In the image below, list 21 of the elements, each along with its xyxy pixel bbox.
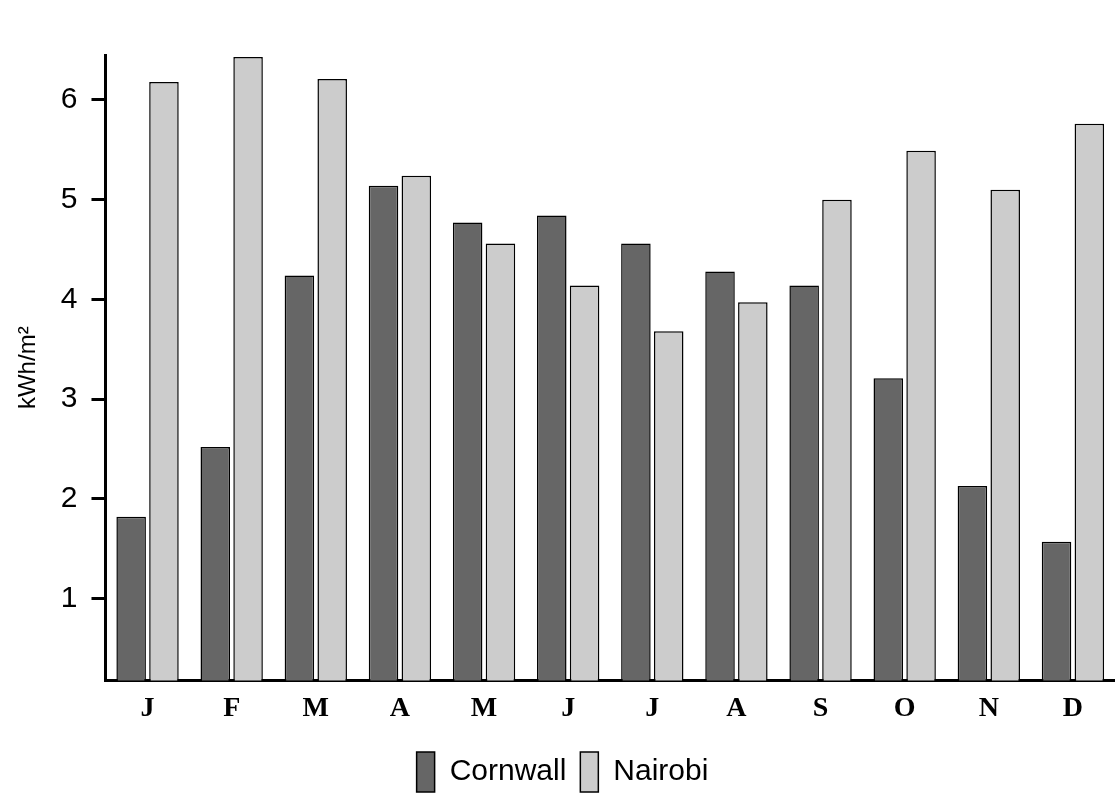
x-tick-label: M [302,691,330,723]
x-tick-label: S [812,691,829,723]
x-tick-label: M [470,691,498,723]
x-tick-label: F [223,691,241,723]
x-tick-label: J [561,691,576,723]
y-tick-label: 4 [60,280,78,314]
x-tick-label: A [389,691,411,723]
x-tick-label: J [140,691,155,723]
legend-label: Nairobi [613,753,709,787]
y-tick-label: 5 [60,180,78,214]
x-tick-label: A [726,691,748,723]
y-tick-label: 1 [60,579,78,613]
x-tick-label: J [645,691,660,723]
y-tick-label: 6 [60,81,78,115]
legend-label: Cornwall [449,753,567,787]
x-tick-label: O [893,691,916,723]
y-tick-label: 2 [60,480,78,514]
y-tick-label: 3 [60,380,78,414]
x-tick-label: N [978,691,999,723]
x-tick-label: D [1062,691,1084,723]
y-axis-title: kWh/m² [13,326,41,410]
